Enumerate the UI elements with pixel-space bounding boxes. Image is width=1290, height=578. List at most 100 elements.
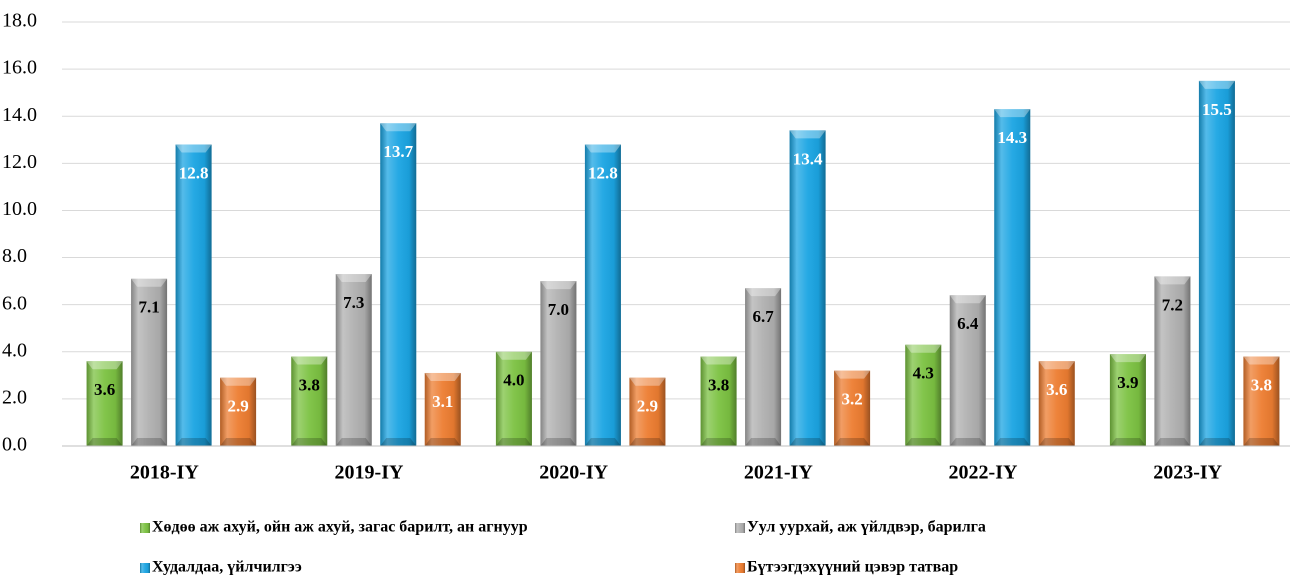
bar-cap bbox=[131, 278, 168, 287]
bar-cap bbox=[789, 130, 826, 139]
value-label: 13.4 bbox=[793, 149, 823, 168]
bar-shine bbox=[1109, 354, 1146, 446]
x-tick-label: 2021-IY bbox=[744, 462, 813, 484]
bar-cap bbox=[175, 144, 212, 153]
bar-cap bbox=[380, 123, 417, 132]
bar-cap bbox=[700, 356, 737, 365]
bar-base bbox=[745, 438, 782, 446]
value-label: 13.7 bbox=[383, 142, 413, 161]
x-tick-label: 2020-IY bbox=[539, 462, 608, 484]
legend-label: Бүтээгдэхүүний цэвэр татвар bbox=[747, 559, 958, 576]
value-label: 14.3 bbox=[997, 128, 1027, 147]
bar-cap bbox=[905, 344, 942, 353]
bar-shine bbox=[1243, 356, 1280, 446]
value-label: 3.6 bbox=[94, 380, 115, 399]
value-label: 3.8 bbox=[1251, 375, 1272, 394]
bar-base bbox=[291, 438, 328, 446]
bar-cap bbox=[584, 144, 621, 153]
value-label: 7.2 bbox=[1162, 295, 1183, 314]
bar-shine bbox=[700, 356, 737, 446]
bar-cap bbox=[745, 288, 782, 297]
bar-shine bbox=[131, 278, 168, 446]
bar-cap bbox=[220, 377, 257, 386]
bar-cap bbox=[540, 281, 577, 290]
bar-cap bbox=[424, 372, 461, 381]
bar-base bbox=[495, 438, 532, 446]
value-label: 7.0 bbox=[548, 300, 569, 319]
y-tick-label: 8.0 bbox=[2, 245, 27, 267]
y-tick-label: 0.0 bbox=[2, 434, 27, 456]
bar-shine bbox=[834, 370, 871, 446]
bar-base bbox=[1198, 438, 1235, 446]
value-label: 3.6 bbox=[1046, 380, 1067, 399]
bar-base bbox=[335, 438, 372, 446]
bar-cap bbox=[949, 295, 986, 304]
bar-cap bbox=[994, 109, 1031, 118]
bar-base bbox=[220, 438, 257, 446]
legend-label: Хөдөө аж ахуй, ойн аж ахуй, загас барилт… bbox=[152, 519, 528, 536]
bar-base bbox=[1154, 438, 1191, 446]
value-label: 4.3 bbox=[913, 364, 934, 383]
value-label: 12.8 bbox=[179, 163, 209, 182]
value-label: 7.3 bbox=[343, 293, 364, 312]
bar-cap bbox=[335, 274, 372, 283]
bar-shine bbox=[291, 356, 328, 446]
value-label: 15.5 bbox=[1202, 100, 1232, 119]
bar-base bbox=[424, 438, 461, 446]
bar-base bbox=[131, 438, 168, 446]
bar-shine bbox=[540, 281, 577, 446]
x-tick-label: 2018-IY bbox=[130, 462, 199, 484]
bar-shine bbox=[584, 144, 621, 446]
bar-shine bbox=[1198, 80, 1235, 446]
bar-cap bbox=[291, 356, 328, 365]
y-tick-label: 14.0 bbox=[2, 104, 37, 126]
legend-label: Худалдаа, үйлчилгээ bbox=[152, 559, 302, 576]
bar-cap bbox=[1198, 80, 1235, 89]
bar-cap bbox=[1109, 354, 1146, 363]
bar-shine bbox=[745, 288, 782, 446]
x-tick-label: 2022-IY bbox=[949, 462, 1018, 484]
value-label: 6.7 bbox=[752, 307, 774, 326]
bar-base bbox=[380, 438, 417, 446]
bar-shine bbox=[994, 109, 1031, 447]
bar-shine bbox=[335, 274, 372, 446]
value-label: 2.9 bbox=[227, 397, 248, 416]
value-label: 3.2 bbox=[841, 390, 862, 409]
legend-marker-shine bbox=[140, 523, 150, 533]
bar-cap bbox=[1154, 276, 1191, 285]
bar-cap bbox=[834, 370, 871, 379]
y-tick-label: 16.0 bbox=[2, 57, 37, 79]
x-tick-label: 2019-IY bbox=[335, 462, 404, 484]
legend-marker-shine bbox=[735, 523, 745, 533]
value-label: 3.8 bbox=[708, 375, 729, 394]
value-label: 2.9 bbox=[637, 397, 658, 416]
bar-shine bbox=[949, 295, 986, 446]
y-tick-label: 10.0 bbox=[2, 198, 37, 220]
value-label: 3.1 bbox=[432, 392, 453, 411]
legend-marker-shine bbox=[735, 563, 745, 573]
bar-base bbox=[175, 438, 212, 446]
bar-base bbox=[584, 438, 621, 446]
bar-shine bbox=[1038, 361, 1075, 446]
bar-cap bbox=[1038, 361, 1075, 370]
bar-cap bbox=[629, 377, 666, 386]
value-label: 3.8 bbox=[299, 375, 320, 394]
bar-base bbox=[86, 438, 123, 446]
bar-shine bbox=[905, 344, 942, 446]
value-label: 7.1 bbox=[138, 298, 159, 317]
bar-base bbox=[700, 438, 737, 446]
bar-base bbox=[905, 438, 942, 446]
bar-base bbox=[629, 438, 666, 446]
y-tick-label: 12.0 bbox=[2, 151, 37, 173]
bar-shine bbox=[495, 351, 532, 446]
bar-cap bbox=[1243, 356, 1280, 365]
bar-cap bbox=[495, 351, 532, 360]
value-label: 6.4 bbox=[957, 314, 979, 333]
bar-base bbox=[540, 438, 577, 446]
y-tick-label: 18.0 bbox=[2, 10, 37, 32]
bar-base bbox=[1038, 438, 1075, 446]
x-tick-label: 2023-IY bbox=[1153, 462, 1222, 484]
bar-shine bbox=[175, 144, 212, 446]
value-label: 12.8 bbox=[588, 163, 618, 182]
